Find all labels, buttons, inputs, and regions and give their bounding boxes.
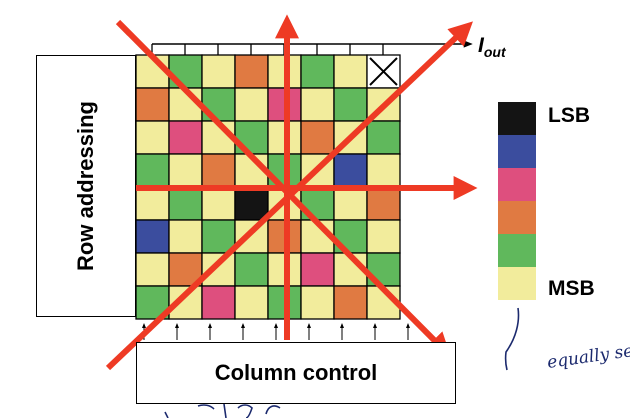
legend-swatch [498, 267, 536, 300]
current-source-cell [201, 87, 236, 122]
current-source-cell [135, 186, 170, 221]
current-source-cell [168, 153, 203, 188]
handwritten-mark [164, 403, 281, 418]
symmetry-arrows [105, 14, 478, 371]
current-source-cell [234, 219, 269, 254]
current-source-cell [168, 186, 203, 221]
output-current-symbol: I [478, 34, 484, 57]
legend-swatch [498, 168, 536, 201]
unused-cell-cross [369, 57, 398, 86]
legend-swatch [498, 102, 536, 135]
current-source-cell [135, 219, 170, 254]
current-source-cell [333, 186, 368, 221]
current-source-cell [201, 252, 236, 287]
current-source-cell [135, 120, 170, 155]
output-current-subscript: out [483, 44, 506, 60]
current-source-cell [234, 54, 269, 89]
current-source-cell [300, 252, 335, 287]
legend-swatch [498, 135, 536, 168]
current-source-cell [333, 87, 368, 122]
current-source-cell [201, 285, 236, 320]
current-source-cell [168, 54, 203, 89]
legend-swatches [498, 102, 536, 300]
lsb-label: LSB [548, 104, 590, 127]
row-addressing-label: Row addressing [73, 101, 98, 271]
handwritten-note: equally separ [546, 337, 630, 373]
current-source-cell [333, 153, 368, 188]
column-control-arrows [142, 323, 410, 340]
current-source-cell [201, 153, 236, 188]
current-source-cell [234, 120, 269, 155]
current-source-cell [234, 285, 269, 320]
current-source-cell [333, 285, 368, 320]
current-source-cell [135, 252, 170, 287]
output-current-label: Iout [478, 34, 506, 60]
msb-label: MSB [548, 277, 595, 300]
current-source-cell [366, 153, 401, 188]
legend-swatch [498, 201, 536, 234]
column-control-label: Column control [214, 360, 378, 385]
current-source-cell [366, 219, 401, 254]
current-source-cell [234, 186, 269, 221]
current-source-cell [300, 54, 335, 89]
current-source-cell [366, 186, 401, 221]
current-source-cell [168, 120, 203, 155]
handwritten-brace [504, 307, 520, 371]
output-bus [151, 40, 473, 55]
current-source-cell [135, 87, 170, 122]
row-addressing-block: Row addressing [36, 55, 136, 317]
red-symmetry-arrow [115, 19, 451, 357]
current-source-cell [300, 87, 335, 122]
current-source-cell [366, 120, 401, 155]
column-control-block: Column control [136, 342, 456, 404]
legend-swatch [498, 234, 536, 267]
current-source-cell [168, 219, 203, 254]
current-source-cell [300, 120, 335, 155]
current-source-cell [300, 285, 335, 320]
current-source-cell [234, 87, 269, 122]
current-source-cell [333, 54, 368, 89]
current-source-cell [234, 252, 269, 287]
current-source-cell [201, 54, 236, 89]
red-symmetry-arrow [105, 21, 473, 371]
current-source-cell [135, 153, 170, 188]
current-source-cell [201, 186, 236, 221]
